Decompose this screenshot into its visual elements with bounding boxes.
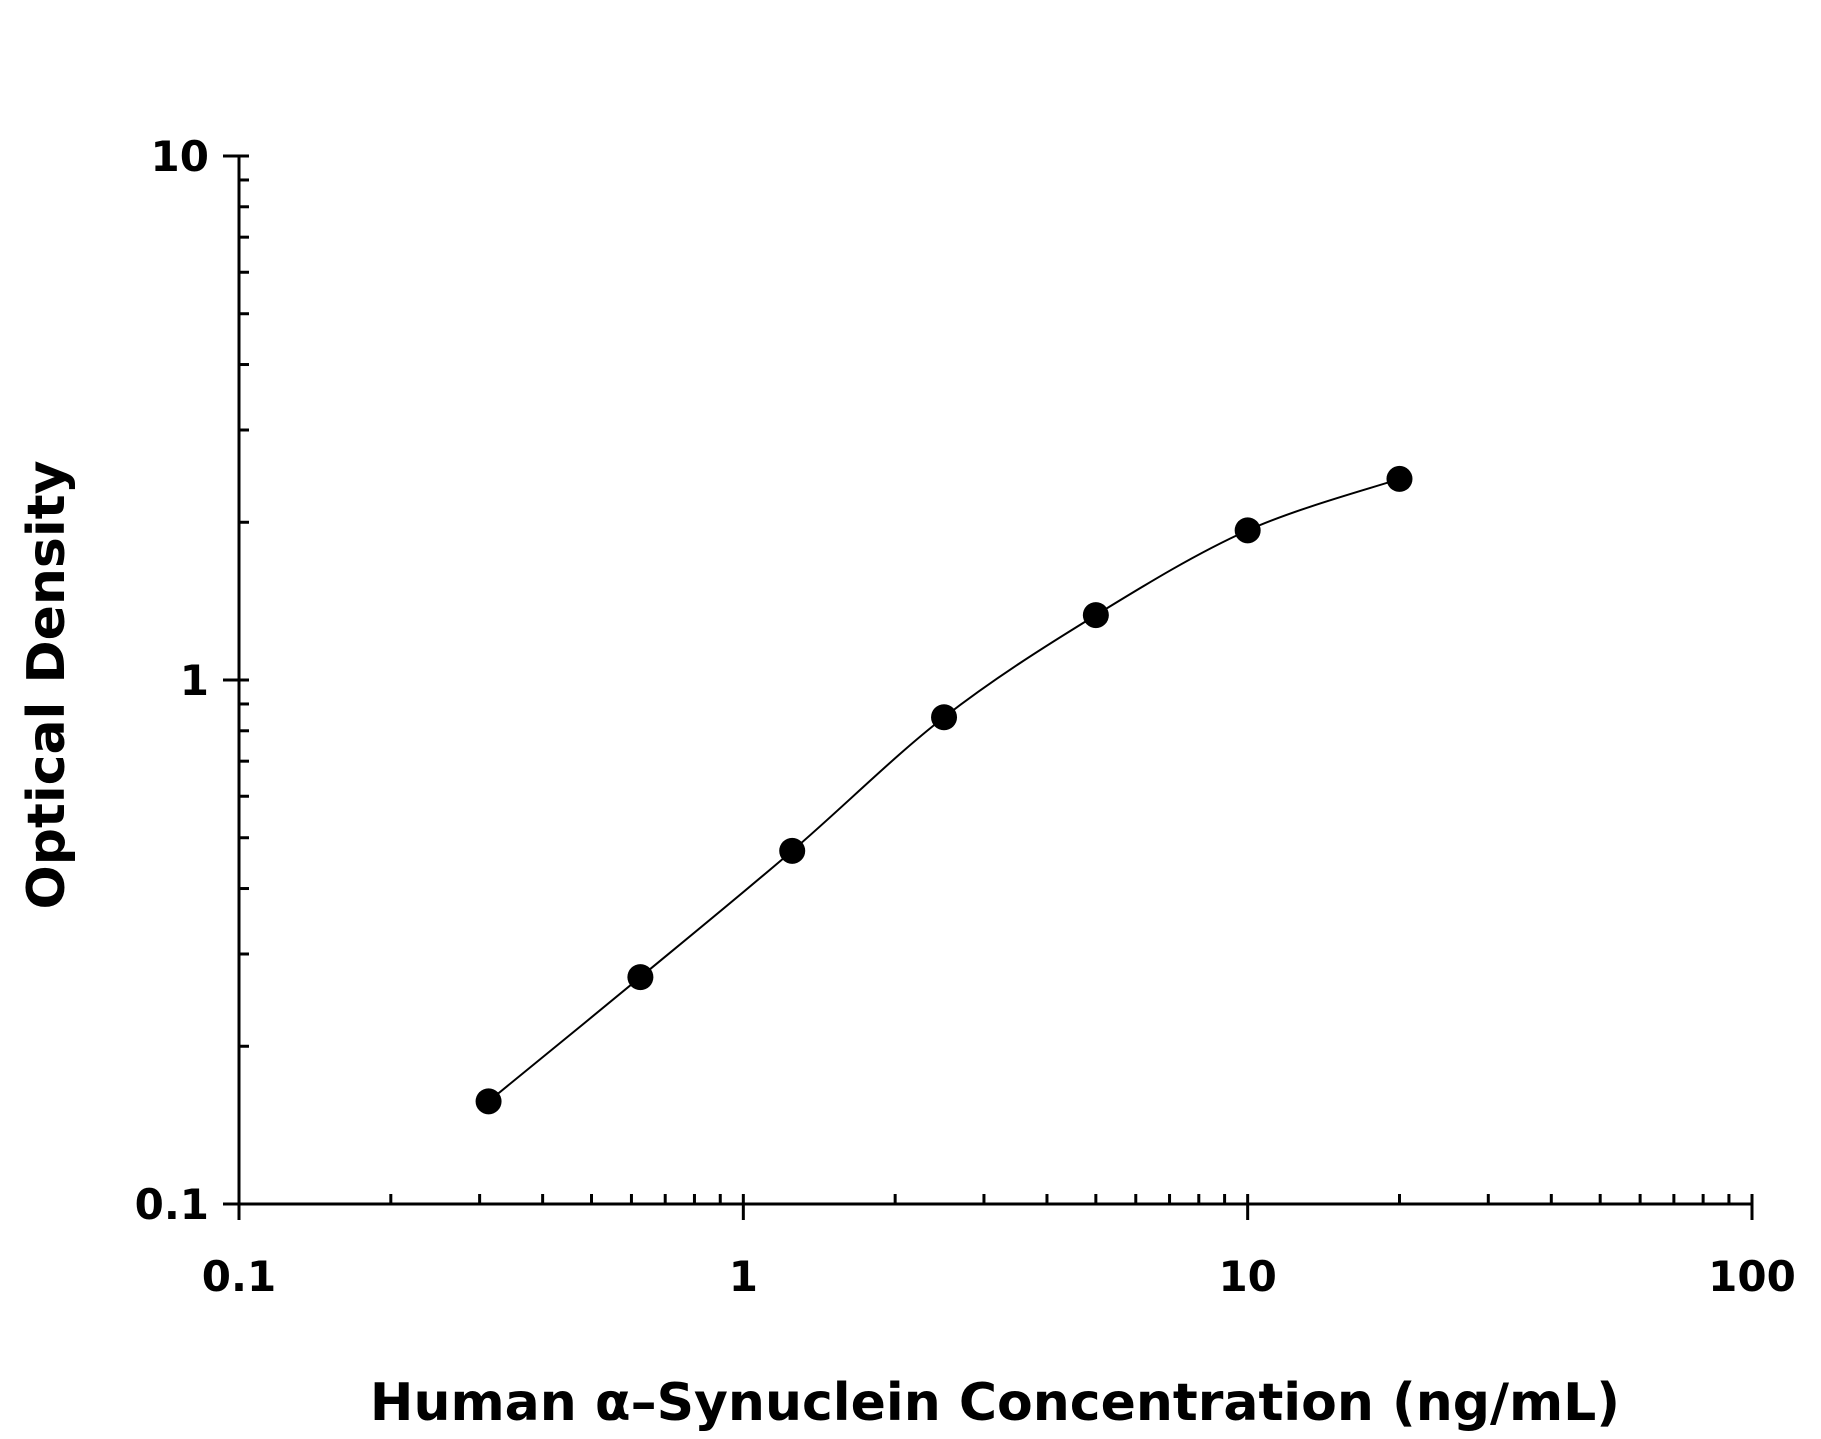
tick-labels: 0.1 1 10 100 0.1 1 10: [135, 132, 1796, 1301]
fit-curve: [487, 477, 1400, 1103]
data-point: [931, 704, 958, 731]
x-tick-label: 100: [1708, 1252, 1796, 1301]
x-tick-label: 1: [729, 1252, 758, 1301]
y-tick-label: 0.1: [135, 1180, 209, 1229]
y-tick-label: 10: [151, 132, 209, 181]
axes: [223, 154, 1754, 1220]
data-point: [1386, 465, 1413, 492]
data-point: [1234, 517, 1261, 544]
x-axis-label: Human α–Synuclein Concentration (ng/mL): [370, 1373, 1620, 1433]
x-tick-label: 10: [1218, 1252, 1276, 1301]
data-point: [1082, 602, 1109, 629]
data-points: [475, 465, 1413, 1115]
data-point: [627, 964, 654, 991]
y-axis-label: Optical Density: [17, 461, 77, 910]
data-point: [779, 837, 806, 864]
y-tick-label: 1: [180, 656, 209, 705]
data-point: [475, 1088, 502, 1115]
x-tick-label: 0.1: [202, 1252, 276, 1301]
